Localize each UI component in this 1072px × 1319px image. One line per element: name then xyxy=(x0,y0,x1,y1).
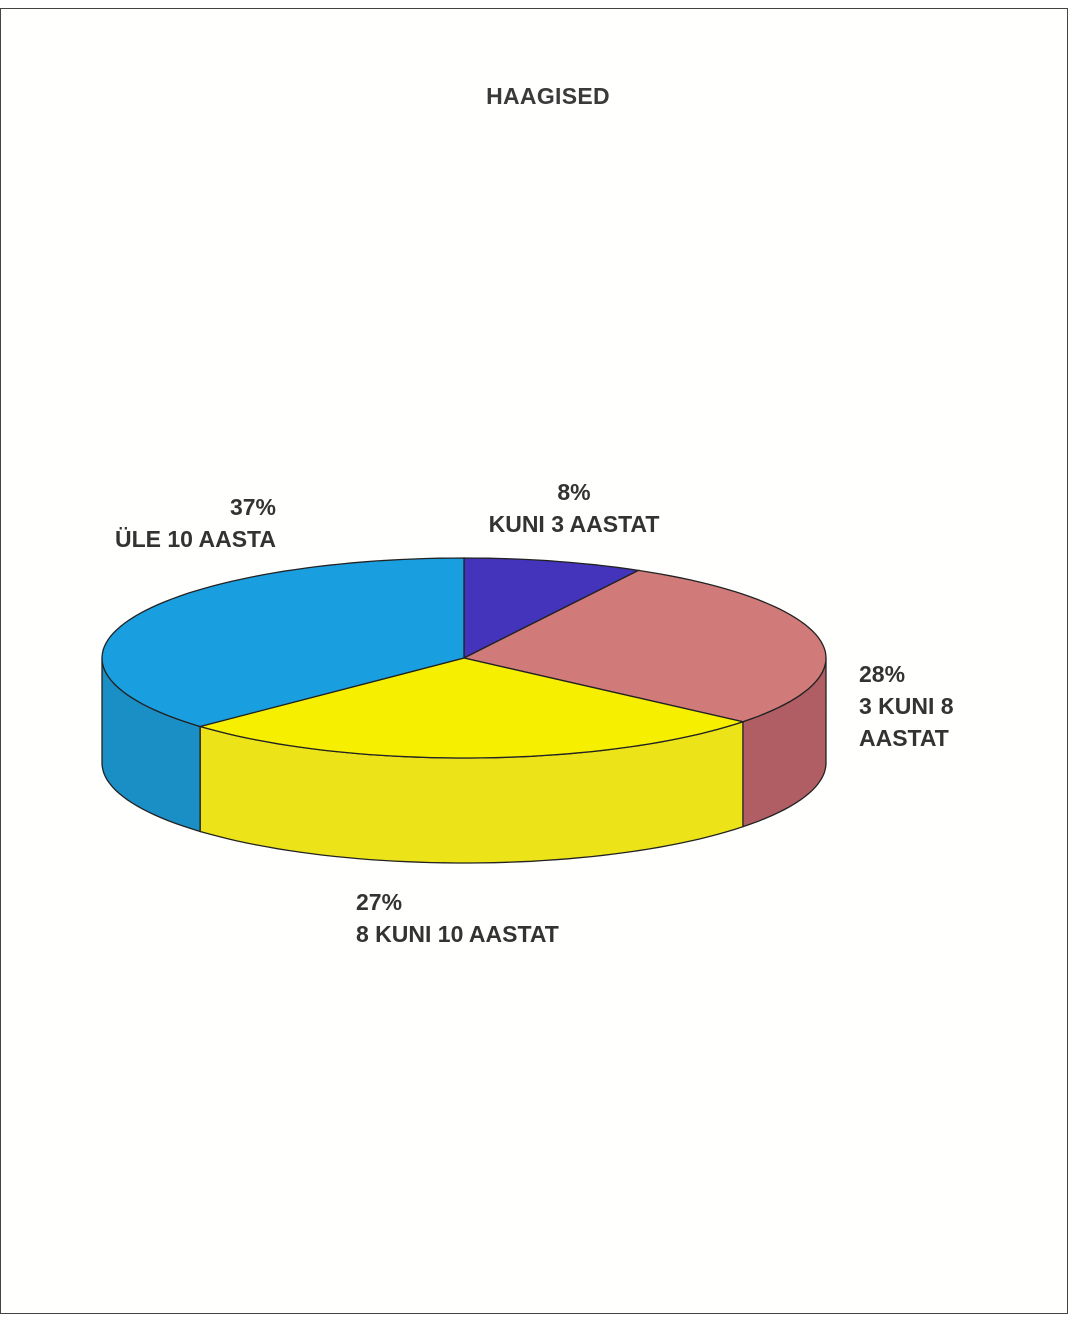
slice-label-kuni-3-aastat: 8% KUNI 3 AASTAT xyxy=(474,476,674,540)
slice-name: KUNI 3 AASTAT xyxy=(488,511,660,537)
slice-percent: 37% xyxy=(229,494,276,520)
slice-name: 3 KUNI 8 xyxy=(859,693,954,719)
slice-percent: 27% xyxy=(356,889,403,915)
pie-slice-3 xyxy=(101,557,465,728)
pie-slice-2 xyxy=(197,657,746,759)
slice-label-8-kuni-10-aastat: 27% 8 KUNI 10 AASTAT xyxy=(356,886,559,950)
slice-name: 8 KUNI 10 AASTAT xyxy=(356,921,559,947)
slice-name: ÜLE 10 AASTA xyxy=(114,526,276,552)
chart-title: HAAGISED xyxy=(486,83,610,109)
slice-name-line-2: AASTAT xyxy=(859,725,949,751)
slice-percent: 8% xyxy=(557,479,591,505)
slice-label-3-kuni-8-aastat: 28% 3 KUNI 8 AASTAT xyxy=(859,658,954,754)
pie-side-walls xyxy=(101,657,827,864)
pie-slice-0 xyxy=(463,557,641,660)
pie-top-faces xyxy=(101,557,827,759)
slice-percent: 28% xyxy=(859,661,906,687)
pie-slice-1 xyxy=(462,569,827,723)
slice-label-ule-10-aasta: 37% ÜLE 10 AASTA xyxy=(88,491,276,555)
